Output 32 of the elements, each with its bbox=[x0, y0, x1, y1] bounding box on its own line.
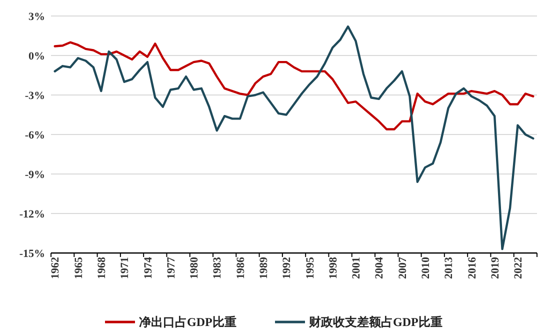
x-tick-label: 2001 bbox=[350, 257, 363, 279]
y-tick-label: -12% bbox=[19, 208, 45, 220]
x-tick-label: 1998 bbox=[327, 256, 340, 279]
x-tick-label: 2019 bbox=[489, 256, 502, 279]
x-tick-label: 2004 bbox=[374, 256, 386, 279]
legend-label: 财政收支差额占GDP比重 bbox=[308, 315, 442, 330]
x-tick-label: 2007 bbox=[396, 256, 409, 279]
x-tick-label: 1986 bbox=[234, 256, 247, 279]
x-tick-label: 2016 bbox=[466, 256, 478, 279]
y-tick-label: 0% bbox=[28, 50, 45, 62]
x-tick-label: 2010 bbox=[420, 256, 432, 279]
x-tick-label: 1971 bbox=[119, 257, 132, 279]
y-tick-label: 3% bbox=[28, 10, 45, 23]
x-tick-label: 2022 bbox=[512, 256, 525, 279]
x-tick-label: 1965 bbox=[72, 256, 85, 279]
x-tick-label: 1962 bbox=[50, 256, 62, 279]
x-tick-label: 1983 bbox=[212, 256, 224, 279]
x-tick-label: 1980 bbox=[188, 256, 201, 279]
y-tick-label: -3% bbox=[24, 90, 45, 102]
x-tick-label: 1989 bbox=[258, 256, 270, 279]
line-series bbox=[54, 25, 534, 250]
line-series bbox=[54, 41, 534, 130]
x-tick-label: 1995 bbox=[304, 256, 316, 279]
y-tick-label: -15% bbox=[19, 248, 45, 260]
x-tick-label: 1977 bbox=[165, 256, 178, 279]
legend-label: 净出口占GDP比重 bbox=[139, 315, 236, 330]
x-tick-label: 1968 bbox=[96, 256, 108, 279]
y-tick-label: -9% bbox=[24, 168, 45, 181]
x-tick-label: 1974 bbox=[142, 256, 154, 279]
x-tick-label: 2013 bbox=[443, 256, 456, 279]
y-tick-label: -6% bbox=[24, 129, 45, 142]
x-tick-label: 1992 bbox=[281, 256, 294, 279]
